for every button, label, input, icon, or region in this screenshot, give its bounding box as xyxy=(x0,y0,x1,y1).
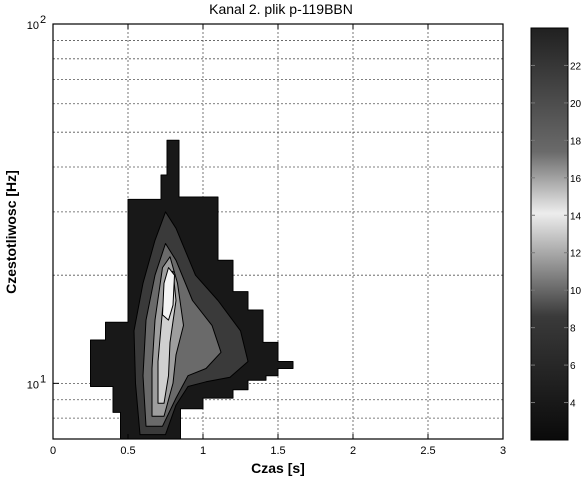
x-tick-label: 1 xyxy=(200,445,206,457)
x-axis-label: Czas [s] xyxy=(251,460,305,476)
colorbar-gradient xyxy=(530,27,569,441)
colorbar-tick-label: 10 xyxy=(570,286,582,297)
contour-level-6 xyxy=(162,267,175,321)
colorbar-tick-label: 22 xyxy=(570,61,582,72)
x-tick-label: 0.5 xyxy=(120,445,135,457)
colorbar-ticks: 4 6 8 10 12 14 16 18 20 22 xyxy=(531,61,582,410)
y-tick-superscript: 1 xyxy=(40,373,46,385)
colorbar: 4 6 8 10 12 14 16 18 20 22 xyxy=(530,27,582,441)
y-axis-label: Czestotliwosc [Hz] xyxy=(3,170,19,294)
contour-fills xyxy=(90,139,294,440)
grid-lines xyxy=(53,24,503,439)
y-tick-label: 10 xyxy=(27,379,39,391)
x-tick-label: 3 xyxy=(500,445,506,457)
y-tick-superscript: 2 xyxy=(40,14,46,26)
y-tick-label: 10 xyxy=(27,20,39,32)
x-tick-label: 1.5 xyxy=(270,445,285,457)
colorbar-tick-label: 20 xyxy=(570,99,582,110)
colorbar-tick-label: 14 xyxy=(570,211,582,222)
colorbar-tick-label: 4 xyxy=(570,399,576,410)
colorbar-tick-label: 6 xyxy=(570,361,576,372)
chart-title: Kanal 2. plik p-119BBN xyxy=(209,1,353,17)
x-tick-label: 2.5 xyxy=(420,445,435,457)
x-axis-ticks: 0 0.5 1 1.5 2 2.5 3 xyxy=(50,24,506,457)
colorbar-tick-label: 12 xyxy=(570,249,582,260)
colorbar-tick-label: 18 xyxy=(570,136,582,147)
colorbar-tick-label: 8 xyxy=(570,324,576,335)
x-tick-label: 2 xyxy=(350,445,356,457)
colorbar-tick-label: 16 xyxy=(570,174,582,185)
x-tick-label: 0 xyxy=(50,445,56,457)
